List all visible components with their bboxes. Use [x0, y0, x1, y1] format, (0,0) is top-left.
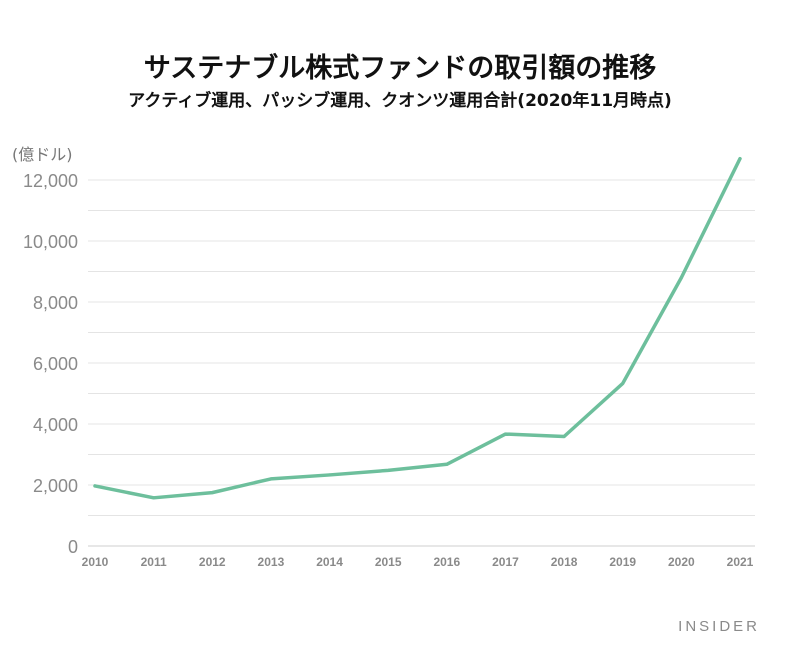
- data-point: [152, 496, 156, 500]
- y-tick-label: 6,000: [33, 354, 78, 374]
- series-group: [93, 156, 742, 500]
- x-tick-label: 2020: [668, 555, 695, 569]
- y-tick-label: 12,000: [23, 171, 78, 191]
- x-tick-label: 2021: [727, 555, 754, 569]
- x-tick-label: 2015: [375, 555, 402, 569]
- data-point: [562, 435, 566, 439]
- grid-lines: [88, 179, 755, 547]
- data-point: [328, 473, 332, 477]
- data-point: [503, 432, 507, 436]
- data-point: [621, 381, 625, 385]
- x-tick-label: 2016: [433, 555, 460, 569]
- insider-logo: INSIDER: [678, 618, 760, 635]
- x-tick-label: 2014: [316, 555, 343, 569]
- data-point: [93, 484, 97, 488]
- x-axis-ticks: 2010 2011 2012 2013 2014 2015 2016 2017 2018 2019…: [82, 555, 754, 569]
- x-tick-label: 2019: [609, 555, 636, 569]
- x-tick-label: 2010: [82, 555, 109, 569]
- data-point: [210, 491, 214, 495]
- x-tick-label: 2018: [551, 555, 578, 569]
- series-line: [93, 156, 742, 500]
- y-axis-ticks: 0 2,000 4,000 6,000 8,000 10,000 12,000: [23, 171, 78, 557]
- x-tick-label: 2013: [258, 555, 285, 569]
- x-tick-label: 2012: [199, 555, 226, 569]
- y-tick-label: 8,000: [33, 293, 78, 313]
- data-point: [269, 477, 273, 481]
- data-point: [445, 462, 449, 466]
- data-point: [386, 468, 390, 472]
- data-point: [738, 157, 742, 161]
- chart-title: サステナブル株式ファンドの取引額の推移: [143, 53, 657, 84]
- y-tick-label: 4,000: [33, 415, 78, 435]
- x-tick-label: 2011: [141, 555, 167, 569]
- y-axis-unit-label: (億ドル): [12, 145, 73, 164]
- y-tick-label: 0: [68, 537, 78, 557]
- data-point: [679, 276, 683, 280]
- x-tick-label: 2017: [492, 555, 519, 569]
- y-tick-label: 2,000: [33, 476, 78, 496]
- y-tick-label: 10,000: [23, 232, 78, 252]
- chart-subtitle: アクティブ運用、パッシブ運用、クオンツ運用合計(2020年11月時点): [128, 91, 672, 111]
